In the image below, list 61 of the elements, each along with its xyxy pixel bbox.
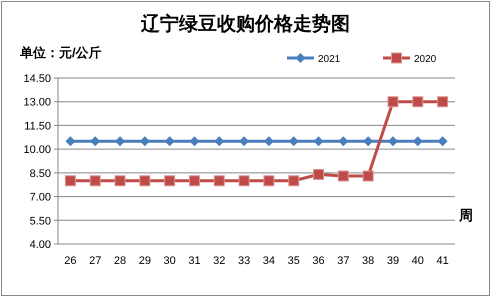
point <box>313 168 324 180</box>
x-tick-label: 40 <box>412 255 424 267</box>
point <box>188 175 200 186</box>
point <box>412 96 424 108</box>
point <box>412 136 423 146</box>
x-tick-label: 28 <box>114 255 126 267</box>
x-tick-label: 31 <box>188 255 201 267</box>
point <box>437 96 448 108</box>
y-tick-label: 10.00 <box>23 144 51 156</box>
x-tick-label: 36 <box>312 255 325 267</box>
point <box>140 136 150 146</box>
point <box>338 136 348 146</box>
point <box>338 170 349 182</box>
x-tick-label: 32 <box>213 255 226 267</box>
x-tick-label: 35 <box>288 255 300 267</box>
legend-label: 2020 <box>414 54 437 65</box>
x-tick-label: 26 <box>64 255 77 267</box>
y-axis-title: 单位：元/公斤 <box>19 45 102 60</box>
y-tick-label: 4.00 <box>30 239 51 251</box>
point <box>388 136 398 146</box>
x-tick-label: 39 <box>386 255 400 267</box>
point <box>239 136 250 146</box>
y-tick-label: 5.50 <box>30 215 51 228</box>
x-tick-label: 30 <box>164 255 176 267</box>
point <box>189 136 200 146</box>
point <box>314 136 324 146</box>
y-tick-label: 13.00 <box>23 96 51 109</box>
point <box>288 136 299 146</box>
point <box>363 136 374 146</box>
point <box>263 175 274 186</box>
y-tick-label: 11.50 <box>24 120 51 132</box>
point <box>387 96 398 108</box>
point <box>139 175 150 186</box>
point <box>164 136 175 146</box>
x-tick-label: 37 <box>337 255 350 267</box>
y-tick-label: 8.50 <box>30 168 51 180</box>
point <box>114 175 126 186</box>
point <box>264 136 274 146</box>
point <box>90 175 101 186</box>
y-tick-label: 14.50 <box>23 73 51 85</box>
point <box>214 175 225 186</box>
point <box>64 175 76 186</box>
x-tick-label: 34 <box>262 255 276 267</box>
point <box>214 136 224 146</box>
x-tick-label: 38 <box>362 255 374 267</box>
point <box>164 175 176 186</box>
point <box>65 136 76 146</box>
y-tick-label: 7.00 <box>30 192 51 204</box>
point <box>90 136 100 146</box>
x-tick-label: 33 <box>238 255 250 267</box>
x-axis-title: 周 <box>458 206 473 223</box>
point <box>362 170 374 182</box>
chart-title: 辽宁绿豆收购价格走势图 <box>140 13 350 35</box>
point <box>238 175 250 186</box>
point <box>115 136 126 146</box>
x-tick-label: 29 <box>138 255 151 267</box>
point <box>288 175 300 186</box>
legend-label: 2021 <box>318 54 341 65</box>
point <box>438 136 448 146</box>
x-tick-label: 41 <box>436 255 449 267</box>
x-tick-label: 27 <box>89 255 102 267</box>
